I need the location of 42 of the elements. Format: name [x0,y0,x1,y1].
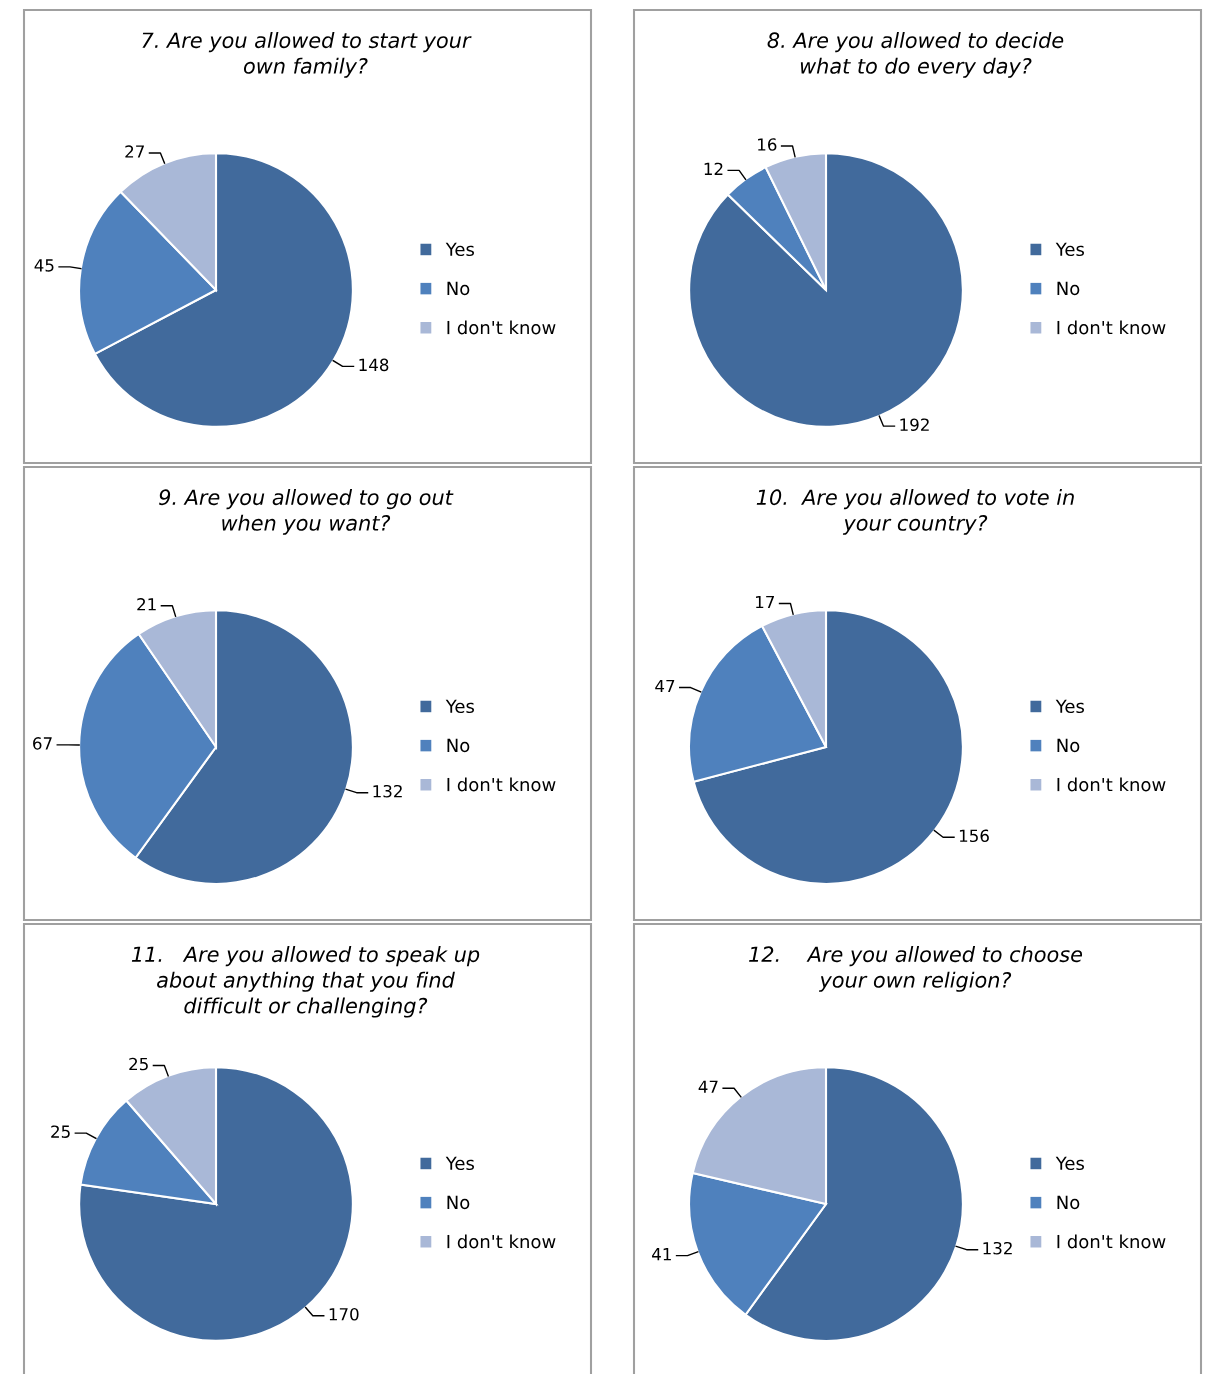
data-label: 47 [698,1080,718,1093]
data-label: 41 [652,1248,671,1261]
data-label: 156 [959,829,989,843]
legend-label: No [1057,281,1080,296]
chart-title: 12. Are you allowed to choose your own religion? [749,946,1083,992]
legend-label: I don't know [447,320,556,335]
legend-label: Yes [445,242,475,257]
legend-label: I don't know [1057,320,1166,335]
data-label: 25 [51,1125,70,1138]
data-label: 17 [756,595,774,609]
legend-label: Yes [445,1156,475,1171]
legend-label: I don't know [1057,777,1166,792]
legend-label: No [1057,1195,1080,1210]
data-label: 27 [125,145,144,158]
legend-label: Yes [445,699,475,714]
legend-label: No [447,1195,470,1210]
data-label: 170 [329,1307,359,1321]
data-label: 192 [900,418,929,432]
data-label: 25 [129,1057,148,1071]
data-label: 67 [33,737,52,750]
legend-label: Yes [1055,699,1085,714]
chart-title: 8. Are you allowed to decide what to do every day? [767,32,1064,78]
data-label: 21 [137,598,156,611]
legend-label: Yes [1055,1156,1085,1171]
data-label: 47 [655,679,675,693]
data-label: 45 [34,259,54,272]
chart-title: 9. Are you allowed to go out when you want? [159,489,454,535]
data-label: 132 [373,784,402,798]
legend-label: No [447,281,470,296]
legend-label: I don't know [447,777,556,792]
chart-title: 11. Are you allowed to speak up about anything that you find difficult or challenging? [131,946,480,1018]
chart-title: 7. Are you allowed to start your own family? [142,32,472,78]
data-label: 16 [758,138,777,151]
data-label: 132 [983,1241,1012,1255]
legend-label: I don't know [1057,1234,1166,1249]
data-label: 148 [359,358,389,372]
legend-label: I don't know [447,1234,556,1249]
legend-label: No [447,738,470,753]
chart-title: 10. Are you allowed to vote in your country? [756,489,1074,535]
data-label: 12 [704,162,723,175]
legend-label: No [1057,738,1080,753]
legend-label: Yes [1055,242,1085,257]
